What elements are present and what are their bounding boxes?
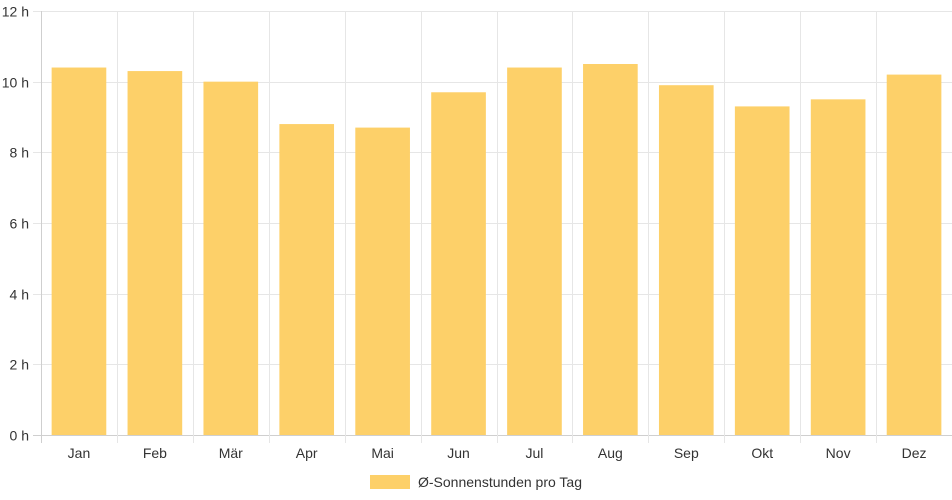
bar-jul[interactable] (507, 67, 562, 436)
bar-okt[interactable] (734, 106, 790, 436)
x-tick-label: Okt (751, 445, 773, 461)
bar-jun[interactable] (431, 92, 486, 436)
y-tick-label: 2 h (10, 357, 29, 373)
bar-mai[interactable] (355, 127, 410, 435)
bar-aug[interactable] (583, 64, 638, 435)
x-tick-label: Mai (371, 445, 394, 461)
bars (51, 64, 942, 436)
x-tick-label: Jul (526, 445, 544, 461)
grid-lines (33, 11, 952, 443)
x-tick-label: Sep (674, 445, 699, 461)
bar-jan[interactable] (51, 67, 107, 436)
bar-dez[interactable] (886, 74, 942, 435)
y-tick-label: 6 h (10, 216, 29, 232)
bar-nov[interactable] (810, 99, 866, 435)
x-tick-label: Jan (68, 445, 91, 461)
x-tick-label: Mär (219, 445, 243, 461)
x-tick-label: Aug (598, 445, 623, 461)
bar-apr[interactable] (279, 124, 335, 436)
bar-feb[interactable] (127, 71, 183, 436)
legend-swatch[interactable] (370, 475, 410, 489)
bar-mär[interactable] (203, 81, 259, 436)
y-tick-label: 0 h (10, 428, 29, 444)
y-tick-label: 10 h (2, 75, 29, 91)
x-tick-label: Apr (296, 445, 318, 461)
legend-label[interactable]: Ø-Sonnenstunden pro Tag (418, 474, 582, 490)
y-tick-label: 12 h (2, 4, 29, 20)
x-tick-label: Feb (143, 445, 167, 461)
bar-sep[interactable] (658, 85, 714, 435)
x-tick-label: Nov (826, 445, 851, 461)
y-tick-label: 8 h (10, 145, 29, 161)
x-tick-label: Jun (447, 445, 470, 461)
axes: 0 h 2 h 4 h 6 h 8 h 10 h 12 h Jan Feb Mär Apr Mai Ju… (2, 4, 927, 462)
y-tick-label: 4 h (10, 287, 29, 303)
x-tick-label: Dez (902, 445, 927, 461)
legend[interactable]: Ø-Sonnenstunden pro Tag (370, 474, 582, 490)
